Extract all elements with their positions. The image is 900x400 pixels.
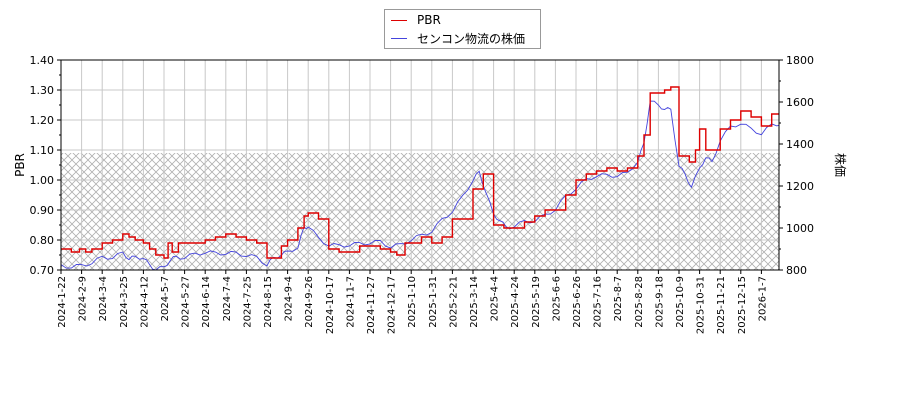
x-tick-label: 2024-7-4 <box>222 276 233 321</box>
x-tick-label: 2025-10-9 <box>675 276 686 328</box>
left-axis-label: PBR <box>13 153 27 177</box>
price-line <box>61 100 779 270</box>
right-tick-label: 1800 <box>786 54 814 67</box>
x-tick-label: 2025-11-21 <box>716 276 727 334</box>
x-tick-label: 2025-8-28 <box>634 276 645 328</box>
series-layer <box>61 86 779 270</box>
x-tick-label: 2025-8-7 <box>613 276 624 321</box>
x-tick-label: 2025-6-6 <box>551 276 562 321</box>
x-tick-label: 2025-9-18 <box>654 276 665 328</box>
left-tick-label: 1.20 <box>30 114 55 127</box>
x-tick-label: 2025-1-31 <box>428 276 439 328</box>
x-tick-label: 2024-9-26 <box>304 276 315 328</box>
x-tick-label: 2024-4-12 <box>139 276 150 328</box>
x-tick-label: 2025-3-14 <box>469 276 480 328</box>
legend-label: センコン物流の株価 <box>417 31 526 46</box>
left-tick-label: 0.90 <box>30 204 55 217</box>
x-tick-label: 2025-7-16 <box>593 276 604 328</box>
right-axis-label: 株価 <box>833 153 848 177</box>
right-tick-label: 1600 <box>786 96 814 109</box>
x-tick-label: 2024-3-25 <box>119 276 130 328</box>
left-y-axis: 0.70 0.80 0.90 1.00 1.10 1.20 1.30 1.40 <box>30 54 61 277</box>
x-tick-label: 2025-12-15 <box>737 276 748 334</box>
x-tick-label: 2026-1-7 <box>757 276 768 321</box>
x-tick-label: 2024-11-7 <box>345 276 356 328</box>
x-tick-label: 2024-11-27 <box>366 276 377 334</box>
x-tick-label: 2024-2-9 <box>78 276 89 321</box>
right-tick-label: 800 <box>786 264 807 277</box>
x-tick-label: 2025-1-10 <box>407 276 418 328</box>
chart-legend: PBR センコン物流の株価 <box>384 9 541 49</box>
pbr-line <box>61 86 779 259</box>
x-tick-label: 2024-1-22 <box>57 276 68 328</box>
x-tick-label: 2024-6-14 <box>201 276 212 328</box>
right-tick-label: 1200 <box>786 180 814 193</box>
right-tick-label: 1000 <box>786 222 814 235</box>
left-tick-label: 1.10 <box>30 144 55 157</box>
left-tick-label: 0.70 <box>30 264 55 277</box>
x-tick-label: 2024-9-4 <box>284 276 295 321</box>
x-tick-label: 2024-12-17 <box>387 276 398 334</box>
x-tick-label: 2024-8-15 <box>263 276 274 328</box>
x-tick-label: 2025-2-21 <box>448 276 459 328</box>
legend-item-pbr: PBR <box>391 11 441 29</box>
left-tick-label: 1.30 <box>30 84 55 97</box>
x-axis: 2024-1-22 2024-2-9 2024-3-4 2024-3-25 2024-4… <box>57 270 768 334</box>
x-tick-label: 2025-5-19 <box>531 276 542 328</box>
x-tick-label: 2025-4-24 <box>510 276 521 328</box>
x-tick-label: 2024-5-27 <box>181 276 192 328</box>
x-tick-label: 2025-4-4 <box>490 276 501 321</box>
x-tick-label: 2025-6-26 <box>572 276 583 328</box>
x-tick-label: 2024-3-4 <box>98 276 109 321</box>
legend-label: PBR <box>417 13 441 27</box>
hatched-band <box>61 153 779 270</box>
right-y-axis: 800 1000 1200 1400 1600 1800 <box>779 54 814 277</box>
right-tick-label: 1400 <box>786 138 814 151</box>
x-tick-label: 2024-7-25 <box>242 276 253 328</box>
left-tick-label: 1.00 <box>30 174 55 187</box>
left-tick-label: 1.40 <box>30 54 55 67</box>
legend-swatch-price <box>391 37 407 39</box>
legend-item-price: センコン物流の株価 <box>391 29 525 47</box>
x-tick-label: 2024-10-17 <box>325 276 336 334</box>
x-tick-label: 2025-10-31 <box>696 276 707 334</box>
legend-swatch-pbr <box>391 19 407 21</box>
left-tick-label: 0.80 <box>30 234 55 247</box>
x-tick-label: 2024-5-7 <box>160 276 171 321</box>
